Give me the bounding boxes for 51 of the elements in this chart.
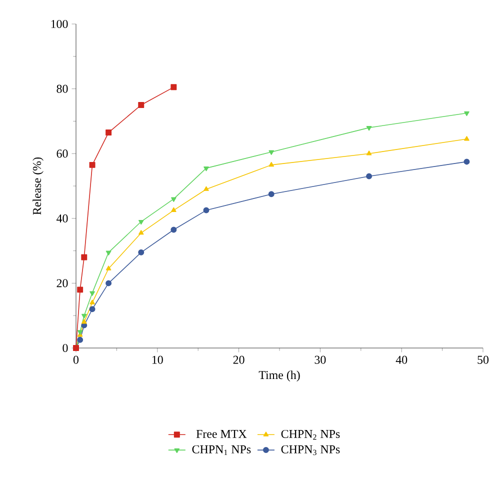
point [203,207,210,214]
x-axis-title: Time (h) [258,370,300,382]
point [366,173,372,180]
point [366,150,372,156]
x-tick-label: 50 [478,356,489,364]
point [171,207,176,212]
point [89,306,96,312]
x-tick-label: 20 [233,356,244,364]
point [138,249,144,256]
x-tick-label: 30 [314,356,326,364]
point [464,136,470,141]
point [90,291,95,296]
point [90,300,95,304]
point [464,158,470,165]
point [106,250,112,256]
point [81,254,88,260]
legend-label: Free MTX [196,430,247,438]
point [89,162,96,168]
point [366,126,372,131]
y-tick-label: 100 [51,20,68,28]
point [77,286,84,293]
point [138,230,144,235]
x-tick-label: 40 [396,356,408,364]
y-tick-label: 0 [62,344,68,352]
point [77,336,84,343]
point [268,162,274,167]
x-tick-label: 10 [152,356,163,364]
point [106,266,112,270]
point [82,319,87,324]
y-tick-label: 60 [56,150,68,158]
point [268,150,274,155]
y-tick-label: 80 [56,84,68,93]
y-tick-label: 40 [56,214,68,222]
point [82,314,87,319]
point [204,166,209,172]
point [138,220,144,225]
point [138,102,144,108]
legend-label: CHPN$_{2}$ NPs [281,430,340,440]
point [170,84,177,90]
y-axis-title: Release (%) [32,157,44,215]
x-tick-label: 0 [73,356,79,364]
y-tick-label: 20 [56,279,68,288]
point [171,197,176,202]
legend-label: CHPN$_{1}$ NPs [192,445,251,456]
legend-label: CHPN$_{3}$ NPs [281,445,340,456]
point [106,280,112,286]
point [464,111,470,116]
point [204,186,209,191]
point [268,191,274,198]
point [106,130,112,136]
point [170,226,177,233]
